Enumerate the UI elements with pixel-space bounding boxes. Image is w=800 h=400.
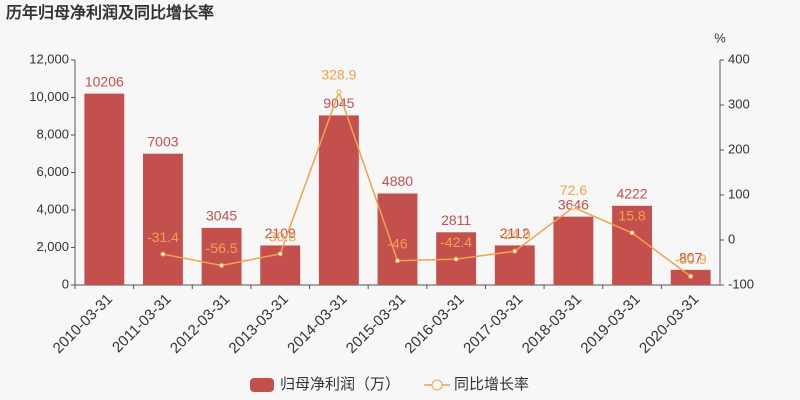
bar-value-label: 2811 — [441, 212, 471, 228]
x-tick-label: 2012-03-31 — [167, 291, 233, 357]
y-tick-label: 8,000 — [36, 126, 69, 141]
line-point — [277, 251, 283, 257]
line-point — [512, 248, 518, 254]
bar-value-label: 9045 — [323, 95, 354, 111]
chart-title: 历年归母净利润及同比增长率 — [6, 3, 214, 22]
y2-tick-label: 200 — [728, 141, 750, 156]
x-tick-label: 2017-03-31 — [460, 291, 526, 357]
line-point — [629, 230, 635, 236]
y-tick-label: 10,000 — [29, 89, 69, 104]
bar-value-label: 2112 — [500, 225, 530, 241]
line-point — [453, 256, 459, 262]
y-tick-label: 4,000 — [36, 201, 69, 216]
y-tick-label: 0 — [62, 276, 69, 291]
bar-value-label: 3646 — [558, 196, 589, 212]
y2-tick-label: 0 — [728, 231, 735, 246]
bar — [143, 153, 183, 285]
bar-value-label: 2109 — [265, 225, 296, 241]
y2-tick-label: 400 — [728, 51, 750, 66]
x-tick-label: 2016-03-31 — [401, 291, 467, 357]
line-point — [160, 251, 166, 257]
x-tick-label: 2020-03-31 — [636, 291, 702, 357]
x-tick-label: 2019-03-31 — [577, 291, 643, 357]
y2-tick-label: 100 — [728, 186, 750, 201]
bar-value-label: 4222 — [616, 186, 647, 202]
y2-tick-label: 300 — [728, 96, 750, 111]
line-value-label: 72.6 — [560, 182, 587, 198]
x-tick-label: 2015-03-31 — [343, 291, 409, 357]
bar — [84, 93, 125, 285]
legend-label: 归母净利润（万） — [280, 376, 400, 393]
line-value-label: -56.5 — [206, 240, 238, 256]
line-point — [219, 262, 225, 268]
bar — [201, 227, 242, 285]
bar — [377, 193, 418, 285]
bar — [553, 216, 594, 285]
line-value-label: -80.9 — [675, 251, 707, 267]
legend-icon — [431, 379, 443, 391]
legend-icon — [250, 378, 274, 392]
line-value-label: 15.8 — [618, 208, 645, 224]
line-value-label: -42.4 — [440, 234, 472, 250]
bar-value-label: 4880 — [382, 173, 413, 189]
line-value-label: -46 — [387, 235, 407, 251]
line-point — [688, 273, 694, 279]
line — [162, 89, 692, 278]
y-tick-label: 2,000 — [36, 239, 69, 254]
y2-tick-label: -100 — [728, 276, 754, 291]
y-tick-label: 6,000 — [36, 164, 69, 179]
line-value-label: -30.8 — [264, 229, 296, 245]
line-point — [570, 204, 576, 210]
y2-axis-unit: % — [714, 30, 726, 45]
x-tick-label: 2014-03-31 — [284, 291, 350, 357]
x-tick-label: 2018-03-31 — [519, 291, 585, 357]
line-point — [395, 258, 400, 264]
legend-label: 同比增长率 — [454, 376, 529, 393]
line-point — [336, 89, 342, 95]
x-tick-label: 2010-03-31 — [50, 291, 116, 357]
line-value-label: -31.4 — [147, 229, 179, 245]
bar-value-label: 3045 — [206, 208, 237, 224]
x-tick-label: 2013-03-31 — [226, 291, 292, 357]
bar-value-label: 10206 — [85, 73, 124, 89]
bar — [612, 205, 652, 285]
bar-value-label: 807 — [679, 250, 703, 266]
bar — [318, 115, 359, 285]
line-value-label: -24.9 — [499, 226, 531, 242]
x-tick-label: 2011-03-31 — [109, 291, 174, 356]
line-value-label: 328.9 — [321, 67, 356, 83]
bar-value-label: 7003 — [147, 133, 178, 149]
y-tick-label: 12,000 — [29, 51, 69, 66]
